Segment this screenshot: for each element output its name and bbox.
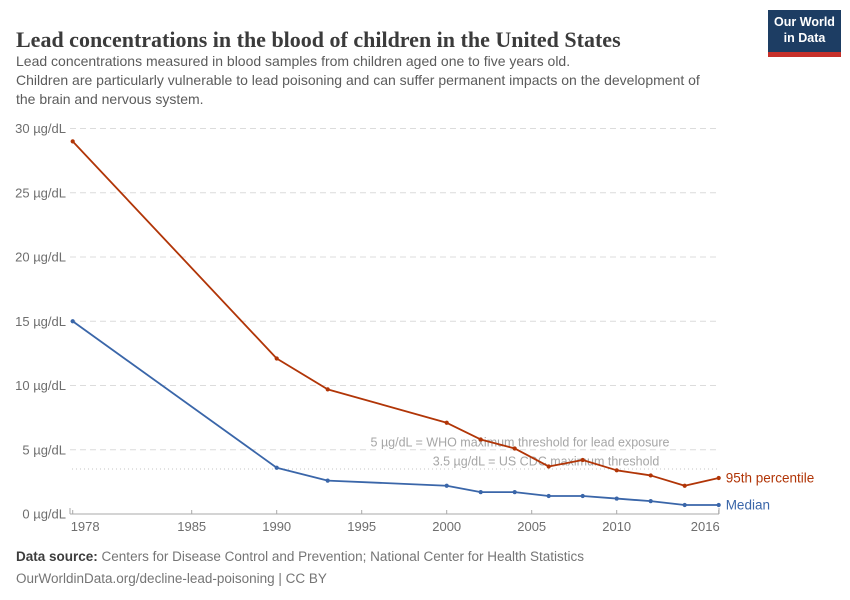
who-threshold-label: 5 µg/dL = WHO maximum threshold for lead… — [371, 435, 670, 449]
data-point-95th-percentile[interactable] — [478, 437, 483, 442]
y-tick-label: 5 µg/dL — [22, 442, 66, 457]
data-point-median[interactable] — [648, 499, 653, 504]
chart-footer: Data source: Centers for Disease Control… — [16, 546, 836, 590]
subtitle-line: Children are particularly vulnerable to … — [16, 72, 700, 88]
data-point-median[interactable] — [70, 319, 75, 324]
x-tick-label: 2005 — [517, 519, 546, 534]
data-point-95th-percentile[interactable] — [580, 457, 585, 463]
data-point-95th-percentile[interactable] — [716, 475, 721, 481]
series-label-median[interactable]: Median — [726, 498, 770, 513]
data-point-95th-percentile[interactable] — [325, 387, 330, 392]
data-point-95th-percentile[interactable] — [512, 446, 517, 451]
chart-subtitle: Lead concentrations measured in blood sa… — [16, 52, 776, 109]
series-median: Median — [70, 319, 770, 513]
x-tick-label: 2000 — [432, 519, 461, 534]
cdc-threshold-label: 3.5 µg/dL = US CDC maximum threshold — [433, 455, 660, 469]
data-point-median[interactable] — [716, 502, 721, 508]
x-tick-label: 1995 — [347, 519, 376, 534]
data-point-median[interactable] — [682, 502, 687, 508]
data-point-95th-percentile[interactable] — [70, 139, 75, 144]
x-tick-label: 2010 — [602, 519, 631, 534]
y-tick-label: 20 µg/dL — [15, 250, 66, 265]
owid-logo-line2: in Data — [783, 31, 826, 45]
data-source-label: Data source: — [16, 549, 98, 564]
series-line-median — [72, 320, 719, 506]
subtitle-line: the brain and nervous system. — [16, 91, 204, 107]
x-axis: 1978 1985 1990 1995 2000 2005 2010 2016 — [69, 508, 720, 534]
data-point-median[interactable] — [512, 490, 517, 495]
owid-logo[interactable]: Our World in Data — [768, 10, 841, 57]
series-label-95th-percentile[interactable]: 95th percentile — [726, 471, 815, 486]
data-point-95th-percentile[interactable] — [546, 464, 551, 469]
data-point-95th-percentile[interactable] — [614, 468, 619, 473]
data-point-median[interactable] — [274, 465, 279, 470]
data-source-line: Data source: Centers for Disease Control… — [16, 546, 836, 568]
subtitle-line: Lead concentrations measured in blood sa… — [16, 53, 571, 69]
data-point-median[interactable] — [580, 493, 585, 499]
data-point-95th-percentile[interactable] — [274, 356, 279, 361]
x-tick-label: 1990 — [262, 519, 291, 534]
data-point-median[interactable] — [325, 478, 330, 483]
series-line-95th-percentile — [72, 140, 719, 487]
data-point-median[interactable] — [546, 493, 551, 499]
data-source-text: Centers for Disease Control and Preventi… — [101, 549, 585, 564]
data-point-95th-percentile[interactable] — [648, 473, 653, 478]
data-point-95th-percentile[interactable] — [444, 420, 449, 425]
page-title: Lead concentrations in the blood of chil… — [16, 26, 621, 52]
y-tick-label: 30 µg/dL — [15, 121, 66, 136]
y-tick-label: 0 µg/dL — [22, 507, 66, 522]
x-tick-label: 2016 — [691, 519, 720, 534]
series-95th-percentile: 95th percentile — [70, 139, 815, 488]
x-tick-label: 1978 — [71, 519, 100, 534]
data-point-95th-percentile[interactable] — [682, 483, 687, 488]
y-tick-label: 10 µg/dL — [15, 378, 66, 393]
data-point-median[interactable] — [614, 496, 619, 501]
y-tick-label: 15 µg/dL — [15, 314, 66, 329]
license-line[interactable]: OurWorldinData.org/decline-lead-poisonin… — [16, 571, 327, 586]
data-point-median[interactable] — [444, 483, 449, 488]
x-tick-label: 1985 — [177, 519, 206, 534]
owid-logo-line1: Our World — [774, 15, 835, 29]
y-gridlines — [70, 128, 719, 451]
y-tick-label: 25 µg/dL — [15, 185, 66, 200]
data-point-median[interactable] — [478, 490, 483, 495]
